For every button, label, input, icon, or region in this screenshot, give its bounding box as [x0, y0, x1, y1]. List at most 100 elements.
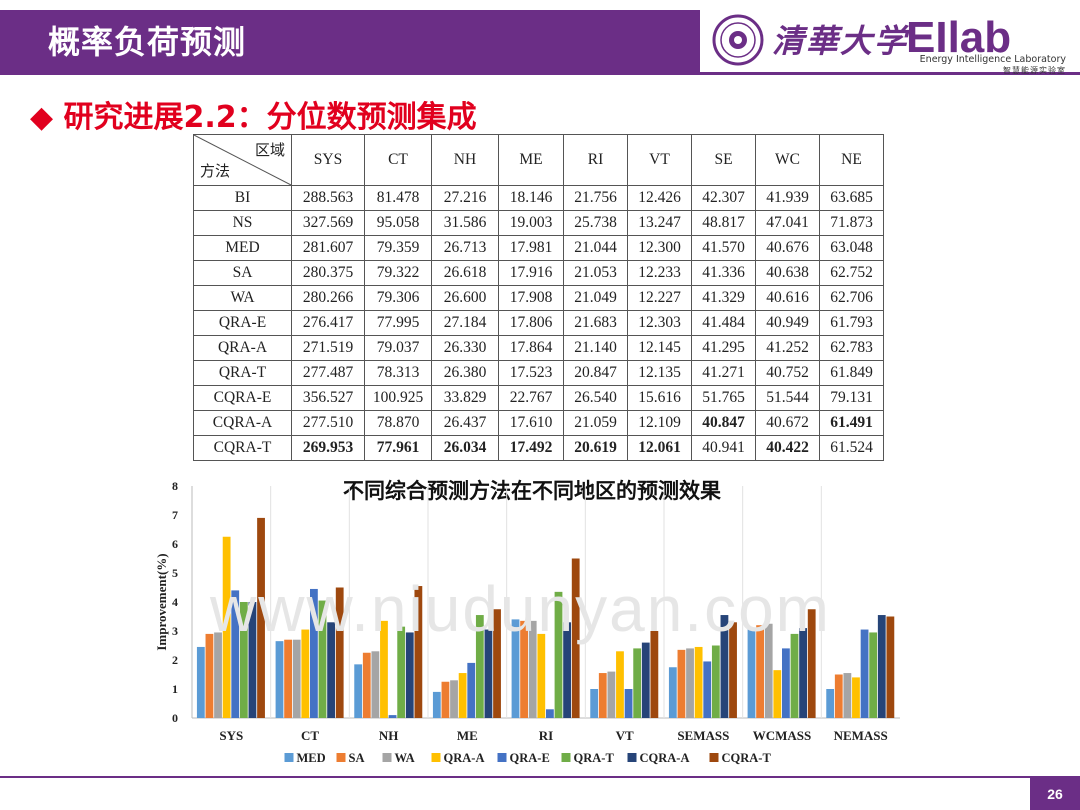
bar-sa-sys: [205, 633, 214, 718]
table-cell: 51.544: [755, 385, 820, 411]
row-method-label: MED: [193, 235, 292, 261]
table-cell: 78.870: [364, 410, 432, 436]
bar-sa-ri: [520, 620, 528, 718]
bar-cqra-t-ri: [571, 558, 580, 718]
table-row: CQRA-T 269.953 77.961 26.034 17.492 20.619 12.…: [193, 435, 884, 461]
table-row: QRA-T 277.487 78.313 26.380 17.523 20.847 12.1…: [193, 360, 884, 386]
x-tick-label: VT: [616, 728, 634, 743]
column-header-se: SE: [691, 134, 756, 186]
table-cell: 26.330: [431, 335, 499, 361]
table-header-row: 区域 方法 SYS CT NH ME RI VT SE WC NE: [193, 134, 884, 186]
table-cell: 277.510: [291, 410, 365, 436]
section-title: 研究进展2.2：分位数预测集成: [63, 100, 477, 135]
bar-med-vt: [590, 689, 599, 718]
table-cell: 26.540: [563, 385, 628, 411]
column-header-me: ME: [498, 134, 564, 186]
table-cell: 42.307: [691, 185, 756, 211]
y-axis-title: Improvement(%): [154, 553, 169, 650]
header-divider: [0, 72, 1080, 75]
table-cell: 17.492: [498, 435, 564, 461]
table-cell: 51.765: [691, 385, 756, 411]
bar-cqra-t-semass: [729, 622, 737, 718]
bar-med-ri: [511, 619, 520, 718]
table-cell: 276.417: [291, 310, 365, 336]
table-cell: 13.247: [627, 210, 692, 236]
table-cell: 17.864: [498, 335, 564, 361]
table-corner-cell: 区域 方法: [193, 134, 292, 186]
column-header-ne: NE: [819, 134, 884, 186]
table-cell: 27.216: [431, 185, 499, 211]
bar-cqra-a-nh: [405, 632, 414, 718]
bar-qra-e-nh: [388, 715, 397, 718]
bar-qra-e-sys: [231, 590, 240, 718]
row-method-label: BI: [193, 185, 292, 211]
bar-cqra-t-wcmass: [807, 609, 816, 718]
table-cell: 100.925: [364, 385, 432, 411]
legend-label-qra-a: QRA-A: [444, 751, 485, 765]
bar-qra-e-ri: [546, 709, 554, 718]
table-cell: 62.752: [819, 260, 884, 286]
table-cell: 63.048: [819, 235, 884, 261]
table-cell: 21.044: [563, 235, 628, 261]
y-tick-label: 2: [172, 653, 178, 667]
table-cell: 41.271: [691, 360, 756, 386]
table-cell: 61.524: [819, 435, 884, 461]
bar-qra-e-me: [467, 662, 476, 718]
row-method-label: NS: [193, 210, 292, 236]
bar-qra-e-semass: [703, 661, 712, 718]
table-cell: 281.607: [291, 235, 365, 261]
bar-qra-a-ct: [301, 629, 310, 718]
bar-sa-me: [441, 681, 450, 718]
bar-med-nh: [354, 664, 363, 718]
bar-qra-a-wcmass: [773, 670, 782, 718]
table-cell: 12.303: [627, 310, 692, 336]
legend-swatch-sa: [336, 753, 346, 762]
bar-qra-t-semass: [711, 645, 720, 718]
row-method-label: CQRA-E: [193, 385, 292, 411]
university-name: 清華大学: [772, 22, 909, 60]
table-cell: 21.140: [563, 335, 628, 361]
table-cell: 40.638: [755, 260, 820, 286]
table-cell: 71.873: [819, 210, 884, 236]
table-cell: 21.053: [563, 260, 628, 286]
chart-title: 不同综合预测方法在不同地区的预测效果: [343, 479, 721, 503]
table-cell: 31.586: [431, 210, 499, 236]
table-cell: 41.336: [691, 260, 756, 286]
table-cell: 288.563: [291, 185, 365, 211]
table-cell: 26.713: [431, 235, 499, 261]
bar-qra-a-ri: [537, 633, 546, 718]
title-banner: 概率负荷预测: [0, 10, 700, 74]
table-row: WA 280.266 79.306 26.600 17.908 21.049 12.227 4…: [193, 285, 884, 311]
y-tick-label: 0: [172, 711, 178, 725]
legend-label-sa: SA: [349, 751, 365, 765]
bar-cqra-t-ct: [335, 587, 344, 718]
table-cell: 12.426: [627, 185, 692, 211]
legend-swatch-wa: [382, 753, 392, 762]
table-cell: 12.061: [627, 435, 692, 461]
table-row: NS 327.569 95.058 31.586 19.003 25.738 13.247 4…: [193, 210, 884, 236]
diamond-bullet-icon: ◆: [30, 100, 54, 135]
bar-qra-t-vt: [633, 648, 642, 718]
bar-cqra-t-me: [493, 609, 501, 718]
table-cell: 17.610: [498, 410, 564, 436]
legend-swatch-cqra-a: [627, 753, 637, 762]
table-cell: 41.939: [755, 185, 820, 211]
bar-sa-nh: [362, 652, 371, 718]
legend-label-med: MED: [297, 751, 326, 765]
bar-qra-t-ri: [554, 591, 563, 718]
legend-swatch-cqra-t: [709, 753, 719, 762]
table-cell: 12.300: [627, 235, 692, 261]
bar-qra-e-wcmass: [782, 648, 790, 718]
page-number: 26: [1030, 778, 1080, 810]
lab-chinese-name: 智慧能源实验室: [1003, 66, 1066, 75]
x-tick-label: NH: [379, 728, 399, 743]
row-method-label: QRA-E: [193, 310, 292, 336]
table-cell: 40.847: [691, 410, 756, 436]
table-cell: 40.422: [755, 435, 820, 461]
table-cell: 79.131: [819, 385, 884, 411]
table-cell: 41.295: [691, 335, 756, 361]
table-cell: 26.437: [431, 410, 499, 436]
legend-swatch-qra-e: [497, 753, 507, 762]
bar-med-me: [432, 691, 441, 718]
bar-qra-a-sys: [222, 536, 231, 718]
